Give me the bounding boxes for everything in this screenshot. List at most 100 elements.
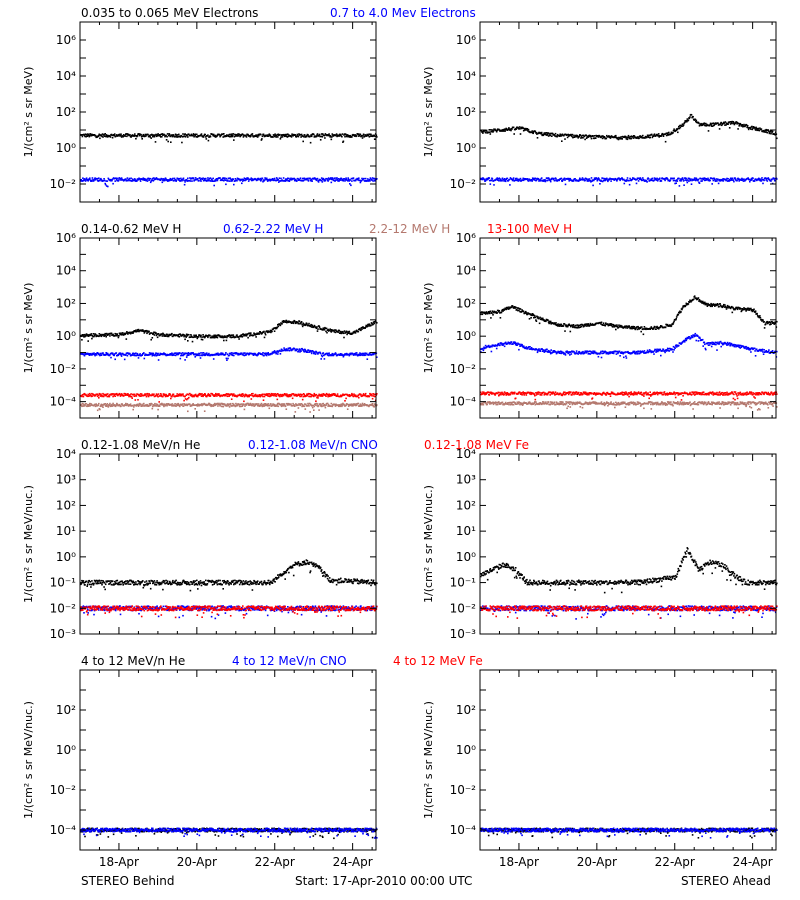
data-point — [153, 135, 156, 138]
data-point — [152, 333, 155, 335]
data-point — [618, 177, 620, 179]
data-point — [510, 129, 512, 132]
data-point — [732, 122, 734, 125]
data-point — [140, 134, 142, 136]
data-point — [736, 123, 738, 125]
data-point — [307, 402, 309, 405]
data-point — [81, 180, 84, 182]
data-point — [546, 179, 549, 182]
data-point — [538, 322, 541, 325]
data-point — [263, 330, 265, 333]
data-point — [99, 352, 102, 355]
data-point — [130, 393, 132, 395]
data-point — [639, 135, 641, 137]
data-point — [170, 141, 172, 143]
data-point — [274, 327, 277, 330]
data-point — [642, 177, 644, 179]
data-point — [348, 135, 351, 137]
data-point — [718, 178, 721, 181]
data-point — [496, 177, 498, 179]
data-point — [683, 177, 686, 179]
data-point — [581, 177, 584, 179]
data-point — [578, 180, 580, 182]
data-point — [731, 120, 734, 123]
data-point — [523, 127, 525, 130]
data-point — [709, 179, 711, 182]
data-point — [158, 134, 161, 136]
data-point — [156, 333, 158, 335]
data-point — [569, 177, 572, 180]
data-point — [700, 124, 703, 127]
data-point — [233, 354, 235, 357]
data-point — [273, 179, 275, 181]
data-point — [686, 181, 689, 184]
data-point — [601, 135, 603, 137]
data-point — [542, 134, 545, 137]
data-point — [109, 335, 111, 337]
data-point — [324, 327, 327, 330]
data-point — [304, 134, 306, 136]
data-point — [704, 124, 707, 127]
data-point — [727, 123, 729, 125]
data-point — [687, 177, 690, 180]
series-0 — [80, 319, 378, 343]
data-point — [214, 135, 216, 138]
data-point — [244, 352, 246, 354]
y-tick-label: 10⁻² — [450, 177, 477, 191]
data-point — [536, 133, 538, 135]
data-point — [364, 177, 367, 180]
data-point — [641, 179, 644, 181]
data-point — [685, 178, 688, 180]
data-point — [368, 136, 371, 138]
data-point — [286, 321, 288, 324]
data-point — [733, 122, 735, 124]
data-point — [283, 135, 286, 138]
data-point — [100, 177, 102, 180]
data-point — [533, 178, 535, 181]
data-point — [243, 400, 245, 403]
data-point — [207, 336, 209, 339]
data-point — [711, 122, 713, 125]
data-point — [316, 177, 319, 180]
data-point — [107, 334, 109, 336]
data-point — [155, 334, 158, 337]
data-point — [585, 134, 587, 137]
data-point — [686, 179, 688, 182]
data-point — [706, 179, 709, 181]
data-point — [202, 136, 205, 138]
data-point — [104, 182, 106, 185]
data-point — [297, 404, 299, 407]
data-point — [143, 177, 145, 180]
data-point — [572, 180, 575, 182]
data-point — [115, 334, 118, 337]
data-point — [96, 409, 99, 412]
data-point — [712, 179, 715, 182]
data-point — [214, 134, 217, 137]
data-point — [322, 329, 324, 331]
data-point — [311, 406, 314, 409]
data-point — [182, 405, 185, 407]
data-point — [488, 129, 491, 131]
data-point — [710, 125, 713, 127]
data-point — [244, 179, 246, 182]
data-point — [721, 123, 724, 126]
data-point — [653, 133, 656, 135]
data-point — [286, 179, 288, 182]
data-point — [750, 177, 753, 180]
data-point — [151, 179, 153, 182]
data-point — [243, 335, 245, 337]
data-point — [491, 312, 493, 314]
data-point — [174, 135, 176, 138]
data-point — [90, 133, 92, 136]
data-point — [216, 395, 218, 397]
data-point — [221, 133, 224, 136]
data-point — [539, 180, 542, 182]
data-point — [228, 406, 231, 408]
data-point — [771, 130, 774, 133]
data-point — [705, 125, 708, 127]
data-point — [616, 180, 618, 182]
data-point — [491, 129, 494, 131]
data-point — [307, 349, 310, 351]
data-point — [212, 133, 215, 136]
data-point — [545, 132, 548, 134]
